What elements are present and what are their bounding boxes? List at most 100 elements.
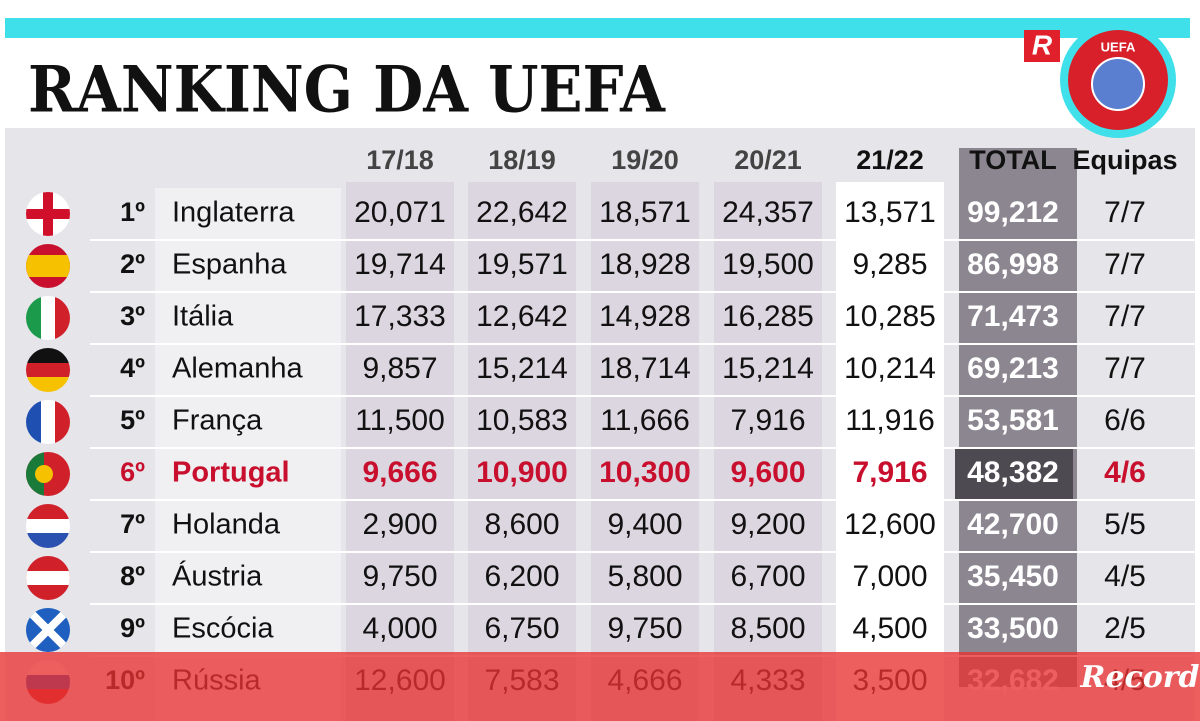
rank: 3º	[120, 301, 145, 331]
column-header: 21/22	[856, 145, 924, 175]
country: Portugal	[172, 457, 290, 489]
column-band	[346, 182, 454, 721]
cell: 19,571	[476, 248, 568, 281]
cell: 11,666	[600, 404, 690, 437]
cell: 4/5	[1104, 560, 1146, 593]
cell: 24,357	[722, 196, 814, 229]
cell: 4/6	[1104, 456, 1146, 489]
flag	[26, 608, 70, 652]
cell: 10,285	[844, 300, 936, 333]
country: França	[172, 405, 263, 437]
cell: 20,071	[354, 196, 446, 229]
total: 42,700	[967, 508, 1059, 541]
cell: 5/5	[1104, 508, 1146, 541]
cell: 4,500	[852, 612, 927, 645]
cell: 11,500	[355, 404, 445, 437]
cell: 15,214	[722, 352, 814, 385]
cell: 7/7	[1104, 196, 1146, 229]
cell: 10,300	[599, 456, 691, 489]
r-logo-letter: R	[1032, 29, 1053, 60]
total: 86,998	[967, 248, 1059, 281]
rank: 8º	[120, 561, 145, 591]
column-band	[591, 182, 699, 721]
cell: 14,928	[599, 300, 691, 333]
cell: 12,642	[476, 300, 568, 333]
column-header: 20/21	[734, 145, 802, 175]
cell: 9,285	[852, 248, 927, 281]
uefa-globe	[1091, 57, 1145, 111]
column-band	[836, 182, 944, 721]
cell: 7,916	[730, 404, 805, 437]
flag	[26, 400, 70, 444]
cell: 8,600	[484, 508, 559, 541]
cell: 18,714	[599, 352, 691, 385]
uefa-logo-text: UEFA	[1101, 39, 1136, 54]
flag	[26, 296, 70, 340]
cell: 9,400	[607, 508, 682, 541]
cell: 16,285	[722, 300, 814, 333]
flag	[26, 504, 70, 548]
column-header: TOTAL	[969, 145, 1057, 175]
rank: 1º	[120, 197, 145, 227]
cell: 9,666	[362, 456, 437, 489]
rank: 7º	[120, 509, 145, 539]
country: Áustria	[172, 560, 263, 593]
column-header: Equipas	[1072, 145, 1177, 175]
total: 99,212	[967, 196, 1059, 229]
cell: 6/6	[1104, 404, 1146, 437]
flag	[26, 452, 70, 496]
total: 33,500	[967, 612, 1059, 645]
cell: 6,200	[484, 560, 559, 593]
country: Escócia	[172, 613, 274, 645]
cell: 8,500	[730, 612, 805, 645]
top-bar	[5, 18, 1190, 38]
column-band	[959, 148, 1077, 687]
cell: 7,916	[852, 456, 927, 489]
column-band	[468, 182, 576, 721]
country: Inglaterra	[172, 197, 295, 229]
highlight-total	[955, 449, 1073, 499]
column-header: 17/18	[366, 145, 434, 175]
country: Itália	[172, 301, 234, 333]
cell: 9,857	[362, 352, 437, 385]
country: Holanda	[172, 509, 281, 541]
cell: 11,916	[845, 404, 935, 437]
cell: 10,900	[476, 456, 568, 489]
label-column	[155, 188, 341, 721]
cell: 4,000	[362, 612, 437, 645]
cell: 7/7	[1104, 300, 1146, 333]
cell: 17,333	[354, 300, 446, 333]
flag	[26, 348, 70, 392]
rank: 4º	[120, 353, 145, 383]
cell: 10,583	[476, 404, 568, 437]
cell: 19,500	[722, 248, 814, 281]
total: 48,382	[967, 456, 1059, 489]
r-logo	[1024, 30, 1060, 62]
title: RANKING DA UEFA	[28, 53, 666, 128]
cell: 2/5	[1104, 612, 1146, 645]
cell: 2,900	[362, 508, 437, 541]
cell: 18,571	[599, 196, 691, 229]
cell: 22,642	[476, 196, 568, 229]
brand-logo: Record	[1079, 660, 1199, 695]
flag	[26, 556, 70, 600]
country: Alemanha	[172, 353, 303, 385]
total: 69,213	[967, 352, 1059, 385]
cell: 6,750	[484, 612, 559, 645]
column-header: 18/19	[488, 145, 556, 175]
bottom-overlay	[0, 652, 1200, 721]
cell: 9,600	[730, 456, 805, 489]
rank: 9º	[120, 613, 145, 643]
cell: 7/7	[1104, 352, 1146, 385]
cell: 9,750	[362, 560, 437, 593]
rank: 6º	[120, 457, 145, 487]
cell: 9,200	[730, 508, 805, 541]
column-band	[714, 182, 822, 721]
cell: 18,928	[599, 248, 691, 281]
cell: 7/7	[1104, 248, 1146, 281]
total: 71,473	[967, 300, 1059, 333]
cell: 10,214	[844, 352, 936, 385]
country: Espanha	[172, 249, 287, 281]
cell: 15,214	[476, 352, 568, 385]
